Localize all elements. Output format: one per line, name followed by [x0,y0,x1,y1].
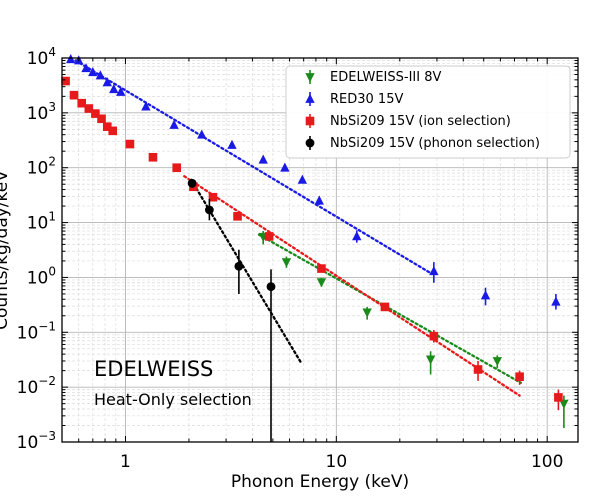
data-point [281,258,292,268]
data-point [148,152,158,162]
data-points [61,54,569,442]
data-point [97,114,106,124]
data-point [234,261,244,271]
legend-marker [305,116,315,126]
data-point [81,63,91,73]
data-point [69,90,79,100]
data-point [95,70,106,80]
data-point [554,393,563,402]
x-tick-label: 10 [326,452,348,472]
data-point [77,98,86,108]
legend-marker [305,93,315,103]
data-point [316,278,327,288]
data-point [125,139,135,149]
y-tick-label-base: 10 [17,378,39,398]
y-tick-label: 10−3 [17,429,56,453]
data-point [208,192,218,202]
data-point [380,302,390,312]
data-point [264,232,274,241]
y-tick-label-exponent: 4 [48,45,56,59]
data-point [551,296,561,306]
annotation-edelweiss: EDELWEISS [94,357,213,381]
y-tick-label-exponent: −2 [38,374,56,388]
legend-label-nbsi-phonon: NbSi209 15V (phonon selection) [330,136,540,151]
data-point [116,86,126,96]
data-point [109,83,119,94]
data-point [187,178,197,188]
y-tick-label-base: 10 [27,214,49,234]
data-point [197,129,207,139]
data-point [102,77,112,87]
y-tick-label: 100 [27,264,56,288]
data-point [314,195,324,205]
data-point [492,357,502,367]
legend-label-edelweiss: EDELWEISS-III 8V [330,70,441,85]
data-point [429,331,439,341]
data-point [425,355,436,365]
x-axis-label: Phonon Energy (keV) [231,472,409,492]
legend-marker [305,138,315,148]
y-tick-label: 10−2 [17,374,56,398]
legend-label-nbsi-ion: NbSi209 15V (ion selection) [330,114,511,129]
y-tick-label: 104 [27,45,56,69]
x-tick-label: 1 [120,452,131,472]
y-tick-label-exponent: 3 [48,100,56,114]
y-tick-label-exponent: 1 [48,210,56,224]
y-tick-label-base: 10 [27,159,49,179]
data-point [169,119,179,129]
plot-frame [61,57,579,443]
data-point [141,101,151,111]
fit-line [257,233,522,384]
data-point [258,154,268,164]
data-point [103,122,112,131]
y-axis-label: Counts/kg/day/keV [0,170,12,330]
x-tick-label: 100 [531,452,563,472]
legend-label-red30: RED30 15V [330,92,403,107]
y-tick-label: 101 [27,210,56,234]
data-point [473,365,483,374]
data-point [362,308,372,318]
data-point [108,126,118,136]
y-tick-label: 102 [27,155,56,179]
y-tick-label-base: 10 [27,104,49,124]
y-tick-label-base: 10 [27,268,49,288]
y-tick-label-base: 10 [27,49,49,69]
data-point [204,205,214,215]
y-tick-label-exponent: −1 [38,319,56,333]
legend: EDELWEISS-III 8V RED30 15V NbSi209 15V (… [285,65,571,159]
data-point [172,163,182,173]
data-point [91,109,100,118]
axis-ticks [61,57,578,443]
data-point [84,104,94,113]
legend-marker [305,73,315,83]
legend-frame [285,65,571,159]
data-point [317,264,326,273]
fit-line [74,59,432,275]
y-tick-label-exponent: −3 [38,429,56,443]
data-point [266,282,276,292]
legend-markers [305,70,315,150]
y-tick-label: 10−1 [17,319,56,343]
y-tick-label-exponent: 0 [48,264,56,278]
y-tick-label-base: 10 [17,433,39,453]
data-point [61,76,70,86]
data-point [352,231,362,241]
annotation-heat-only: Heat-Only selection [94,390,252,409]
data-point [297,174,308,184]
y-tick-label-base: 10 [17,323,39,343]
y-tick-label: 103 [27,100,56,124]
data-point [280,162,290,172]
data-point [480,290,491,300]
data-point [227,139,237,149]
y-tick-label-exponent: 2 [48,155,56,169]
data-point [429,265,439,276]
data-point [233,212,242,221]
data-point [88,67,98,77]
data-point [559,399,569,409]
data-point [515,372,524,382]
